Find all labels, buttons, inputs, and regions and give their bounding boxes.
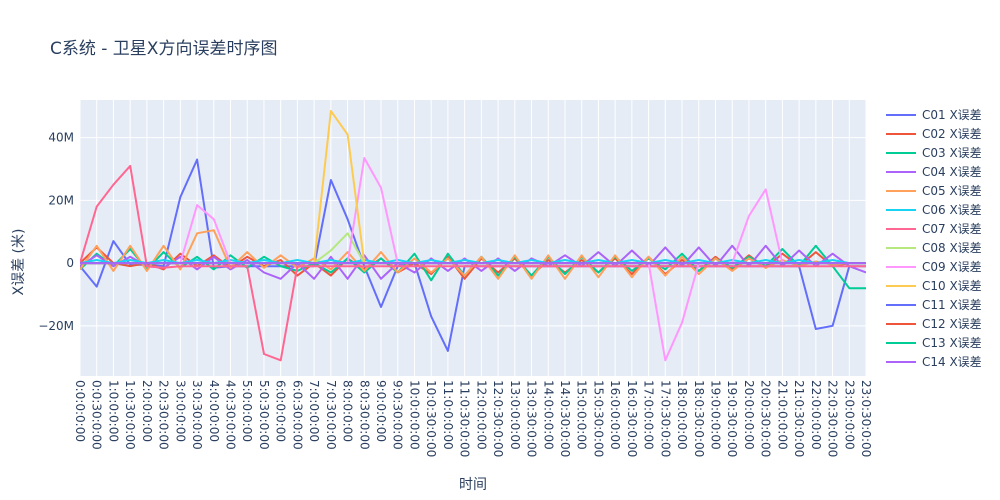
x-tick-label: 20:0:0:0:00 bbox=[742, 380, 756, 450]
legend-label: C05 X误差 bbox=[922, 184, 982, 198]
x-tick-label: 13:0:30:0:00 bbox=[525, 380, 539, 457]
x-tick-label: 7:0:30:0:00 bbox=[324, 380, 338, 450]
x-tick-label: 16:0:0:0:00 bbox=[608, 380, 622, 450]
x-tick-label: 14:0:30:0:00 bbox=[558, 380, 572, 457]
x-tick-label: 20:0:30:0:00 bbox=[759, 380, 773, 457]
y-tick-label: −20M bbox=[38, 319, 74, 333]
y-tick-label: 40M bbox=[48, 131, 74, 145]
x-tick-label: 11:0:0:0:00 bbox=[441, 380, 455, 450]
x-tick-label: 10:0:0:0:00 bbox=[407, 380, 421, 450]
x-tick-label: 17:0:0:0:00 bbox=[642, 380, 656, 450]
legend-label: C08 X误差 bbox=[922, 241, 982, 255]
legend-label: C11 X误差 bbox=[922, 298, 982, 312]
x-tick-label: 8:0:30:0:00 bbox=[357, 380, 371, 450]
x-tick-label: 22:0:30:0:00 bbox=[826, 380, 840, 457]
legend-label: C12 X误差 bbox=[922, 317, 982, 331]
x-tick-label: 9:0:0:0:00 bbox=[374, 380, 388, 442]
x-tick-label: 13:0:0:0:00 bbox=[508, 380, 522, 450]
legend-label: C02 X误差 bbox=[922, 127, 982, 141]
series-group bbox=[80, 110, 866, 362]
x-tick-label: 18:0:30:0:00 bbox=[692, 380, 706, 457]
legend-label: C04 X误差 bbox=[922, 165, 982, 179]
x-tick-label: 22:0:0:0:00 bbox=[809, 380, 823, 450]
legend-label: C10 X误差 bbox=[922, 279, 982, 293]
x-tick-label: 5:0:30:0:00 bbox=[257, 380, 271, 450]
x-tick-label: 4:0:0:0:00 bbox=[207, 380, 221, 442]
y-tick-label: 0 bbox=[66, 256, 74, 270]
x-tick-label: 12:0:30:0:00 bbox=[491, 380, 505, 457]
x-tick-label: 23:0:30:0:00 bbox=[859, 380, 873, 457]
x-tick-label: 0:0:30:0:00 bbox=[90, 380, 104, 450]
x-tick-label: 21:0:0:0:00 bbox=[775, 380, 789, 450]
x-tick-label: 3:0:0:0:00 bbox=[173, 380, 187, 442]
legend-label: C01 X误差 bbox=[922, 108, 982, 122]
x-tick-label: 17:0:30:0:00 bbox=[658, 380, 672, 457]
x-tick-label: 11:0:30:0:00 bbox=[458, 380, 472, 457]
series-line bbox=[80, 244, 866, 280]
x-tick-label: 16:0:30:0:00 bbox=[625, 380, 639, 457]
x-tick-label: 2:0:0:0:00 bbox=[140, 380, 154, 442]
x-tick-label: 19:0:30:0:00 bbox=[725, 380, 739, 457]
x-tick-label: 23:0:0:0:00 bbox=[842, 380, 856, 450]
legend-label: C09 X误差 bbox=[922, 260, 982, 274]
x-tick-label: 5:0:0:0:00 bbox=[240, 380, 254, 442]
x-tick-label: 9:0:30:0:00 bbox=[391, 380, 405, 450]
x-tick-label: 15:0:30:0:00 bbox=[591, 380, 605, 457]
legend-label: C03 X误差 bbox=[922, 146, 982, 160]
x-tick-label: 19:0:0:0:00 bbox=[708, 380, 722, 450]
x-tick-label: 10:0:30:0:00 bbox=[424, 380, 438, 457]
x-tick-label: 1:0:30:0:00 bbox=[123, 380, 137, 450]
x-tick-label: 3:0:30:0:00 bbox=[190, 380, 204, 450]
legend-label: C14 X误差 bbox=[922, 355, 982, 369]
x-tick-label: 7:0:0:0:00 bbox=[307, 380, 321, 442]
x-tick-label: 6:0:30:0:00 bbox=[290, 380, 304, 450]
x-tick-label: 14:0:0:0:00 bbox=[541, 380, 555, 450]
series-line bbox=[80, 164, 866, 362]
y-tick-label: 20M bbox=[48, 193, 74, 207]
x-axis-label: 时间 bbox=[459, 477, 487, 493]
x-tick-label: 1:0:0:0:00 bbox=[106, 380, 120, 442]
legend-label: C13 X误差 bbox=[922, 336, 982, 350]
x-tick-label: 8:0:0:0:00 bbox=[341, 380, 355, 442]
x-tick-label: 18:0:0:0:00 bbox=[675, 380, 689, 450]
x-tick-label: 6:0:0:0:00 bbox=[274, 380, 288, 442]
x-tick-label: 15:0:0:0:00 bbox=[575, 380, 589, 450]
x-tick-label: 2:0:30:0:00 bbox=[157, 380, 171, 450]
x-tick-label: 4:0:30:0:00 bbox=[224, 380, 238, 450]
x-tick-label: 0:0:0:0:00 bbox=[73, 380, 87, 442]
legend-label: C06 X误差 bbox=[922, 203, 982, 217]
chart-title: C系统 - 卫星X方向误差时序图 bbox=[50, 39, 278, 59]
legend-label: C07 X误差 bbox=[922, 222, 982, 236]
plot-background bbox=[80, 100, 866, 376]
x-tick-label: 21:0:30:0:00 bbox=[792, 380, 806, 457]
x-tick-label: 12:0:0:0:00 bbox=[474, 380, 488, 450]
